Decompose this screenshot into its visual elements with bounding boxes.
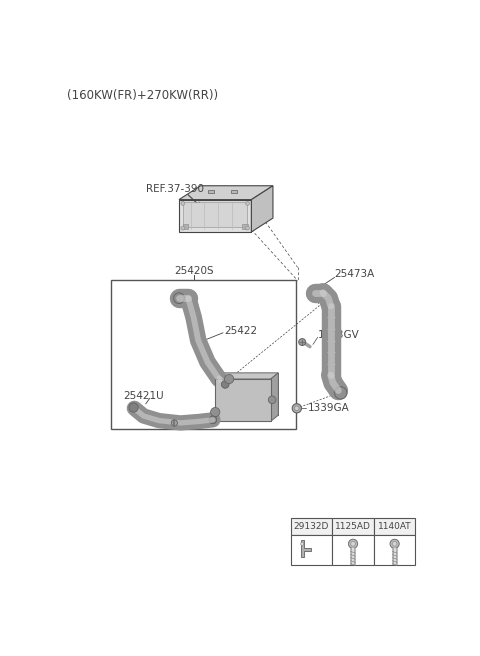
- Bar: [291, 535, 332, 565]
- Polygon shape: [300, 540, 312, 557]
- Text: 25420S: 25420S: [175, 266, 214, 276]
- Circle shape: [351, 541, 355, 546]
- Polygon shape: [179, 199, 252, 232]
- Circle shape: [309, 287, 322, 299]
- Circle shape: [246, 201, 250, 205]
- Circle shape: [181, 201, 185, 205]
- Circle shape: [348, 539, 358, 548]
- Bar: [332, 535, 374, 565]
- Circle shape: [174, 293, 184, 304]
- Polygon shape: [271, 373, 278, 421]
- Bar: [374, 518, 415, 535]
- Polygon shape: [223, 373, 278, 415]
- Text: 25473A: 25473A: [335, 270, 375, 279]
- Circle shape: [129, 403, 138, 412]
- Circle shape: [268, 396, 276, 403]
- Circle shape: [211, 407, 220, 417]
- Bar: [242, 224, 248, 229]
- Circle shape: [209, 416, 217, 424]
- Circle shape: [390, 539, 399, 548]
- Circle shape: [300, 543, 304, 545]
- FancyBboxPatch shape: [184, 203, 248, 228]
- Bar: [374, 535, 415, 565]
- Polygon shape: [252, 186, 273, 232]
- FancyBboxPatch shape: [215, 379, 271, 421]
- Text: 29132D: 29132D: [294, 522, 329, 531]
- Circle shape: [225, 375, 234, 384]
- Circle shape: [221, 380, 229, 388]
- Circle shape: [299, 338, 306, 346]
- Circle shape: [392, 541, 397, 546]
- Polygon shape: [215, 373, 278, 379]
- Circle shape: [292, 403, 301, 413]
- Text: (160KW(FR)+270KW(RR)): (160KW(FR)+270KW(RR)): [67, 89, 218, 102]
- Circle shape: [295, 406, 299, 411]
- Text: 1125AD: 1125AD: [335, 522, 371, 531]
- Circle shape: [171, 420, 178, 426]
- Text: 1140AT: 1140AT: [378, 522, 411, 531]
- Bar: [183, 224, 188, 229]
- Text: 25421U: 25421U: [123, 391, 163, 401]
- Circle shape: [246, 226, 250, 230]
- Text: 1123GV: 1123GV: [318, 330, 360, 340]
- Text: 1339GA: 1339GA: [308, 403, 349, 413]
- Bar: [291, 518, 332, 535]
- Text: 25422: 25422: [225, 326, 258, 337]
- Polygon shape: [179, 186, 273, 199]
- Bar: [111, 281, 296, 429]
- Bar: [207, 190, 214, 193]
- Bar: [332, 518, 374, 535]
- Bar: [230, 190, 237, 193]
- Text: REF.37-390: REF.37-390: [146, 184, 204, 194]
- Circle shape: [181, 226, 185, 230]
- Circle shape: [335, 387, 347, 399]
